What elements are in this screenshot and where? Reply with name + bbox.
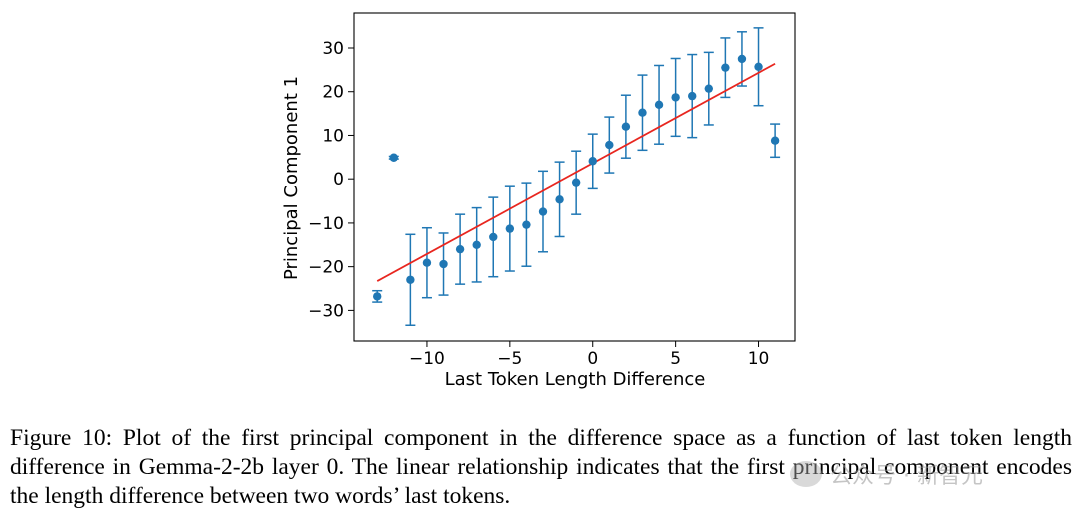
figure-caption: Figure 10: Plot of the first principal c… (10, 425, 1072, 509)
data-point (489, 232, 498, 242)
data-point (671, 93, 680, 102)
axis-ticks: −10 −5 0 5 10 −30 −20 −10 0 10 20 30 (308, 39, 769, 369)
wechat-logo-icon (790, 461, 822, 487)
data-point (737, 54, 747, 64)
x-tick-label: 5 (670, 349, 681, 369)
plot-area (353, 12, 796, 342)
data-point (770, 136, 780, 145)
data-point (588, 157, 597, 166)
x-tick-label: −10 (409, 349, 445, 369)
axes-box (353, 12, 796, 342)
y-tick-label: −30 (308, 301, 344, 321)
data-point (455, 244, 465, 254)
chart-marks (372, 27, 781, 327)
x-axis-label: Last Token Length Difference (445, 369, 706, 390)
x-tick-label: 10 (748, 349, 770, 369)
y-tick-label: 30 (322, 39, 344, 59)
data-point (555, 195, 564, 204)
data-point (571, 178, 581, 187)
watermark-text: 公众号 · 新智元 (830, 464, 983, 489)
y-axis-label: Principal Component 1 (281, 76, 302, 280)
data-point (522, 220, 531, 229)
data-point (754, 62, 763, 71)
data-point (621, 122, 631, 131)
fit-line (376, 62, 776, 282)
chart: −10 −5 0 5 10 −30 −20 −10 0 10 20 30 Last Token Len… (281, 12, 796, 390)
data-point (472, 240, 481, 249)
data-point (688, 91, 697, 101)
y-tick-label: 20 (322, 83, 344, 103)
y-tick-label: −10 (308, 214, 344, 234)
watermark: 公众号 · 新智元 (790, 458, 983, 490)
x-tick-label: −5 (497, 349, 522, 369)
data-point (704, 84, 713, 93)
x-tick-label: 0 (587, 349, 598, 369)
data-point (406, 275, 415, 284)
data-point (439, 259, 448, 269)
data-point (538, 207, 548, 216)
y-tick-label: 10 (322, 126, 344, 146)
y-tick-label: −20 (308, 258, 344, 278)
data-point (638, 108, 647, 117)
data-point (389, 153, 398, 162)
y-tick-label: 0 (333, 170, 344, 190)
data-point (654, 100, 664, 110)
data-point (505, 224, 515, 233)
data-point (422, 258, 432, 267)
data-point (721, 63, 730, 72)
data-point (373, 292, 382, 301)
data-point (605, 140, 614, 150)
